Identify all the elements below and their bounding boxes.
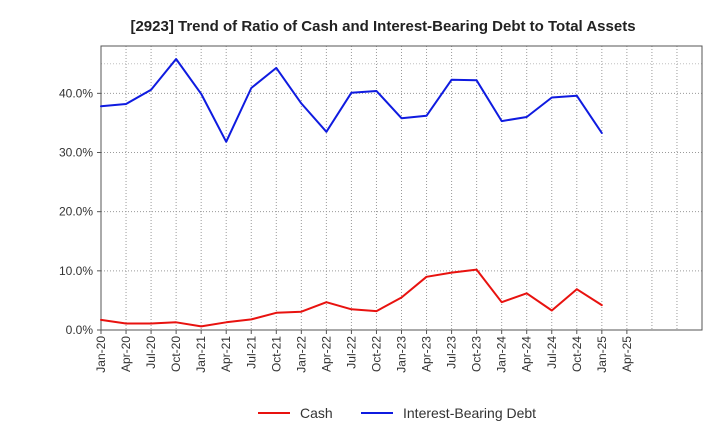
x-tick-label: Apr-21 [219,336,233,372]
x-tick-label: Apr-22 [319,336,333,372]
x-tick-label: Jan-23 [395,336,409,373]
x-tick-label: Oct-23 [470,336,484,372]
x-tick-label: Oct-22 [369,336,383,372]
legend: Cash Interest-Bearing Debt [258,405,536,421]
x-tick-label: Apr-25 [620,336,634,372]
series-layer [100,58,603,328]
x-tick-label: Oct-24 [570,336,584,372]
x-tick-label: Jan-21 [194,336,208,373]
x-tick-label: Jul-23 [445,336,459,369]
x-tick-label: Jan-25 [595,336,609,373]
y-tick-label: 20.0% [59,205,93,219]
x-tick-label: Jul-20 [144,336,158,369]
legend-label: Interest-Bearing Debt [403,405,536,421]
y-tick-label: 0.0% [66,323,94,337]
x-tick-label: Apr-24 [520,336,534,372]
x-tick-label: Apr-23 [420,336,434,372]
x-tick-label: Jul-21 [244,336,258,369]
axis-layer: 0.0% 10.0% 20.0% 30.0% 40.0% Jan-20 Apr-20 Jul-… [59,45,703,373]
x-tick-label: Jul-24 [545,336,559,369]
y-tick-label: 30.0% [59,146,93,160]
x-tick-label: Jul-22 [344,336,358,369]
series-line-interest-bearing-debt [100,58,603,143]
y-tick-label: 10.0% [59,264,93,278]
legend-label: Cash [300,405,333,421]
x-tick-label: Oct-20 [169,336,183,372]
series-line-cash [100,268,603,328]
x-tick-label: Jan-24 [495,336,509,373]
y-tick-label: 40.0% [59,86,93,100]
grid-layer [101,46,702,330]
x-tick-label: Jan-22 [294,336,308,373]
x-tick-label: Oct-21 [269,336,283,372]
chart-title: [2923] Trend of Ratio of Cash and Intere… [130,18,635,35]
x-tick-label: Apr-20 [119,336,133,372]
x-tick-label: Jan-20 [94,336,108,373]
